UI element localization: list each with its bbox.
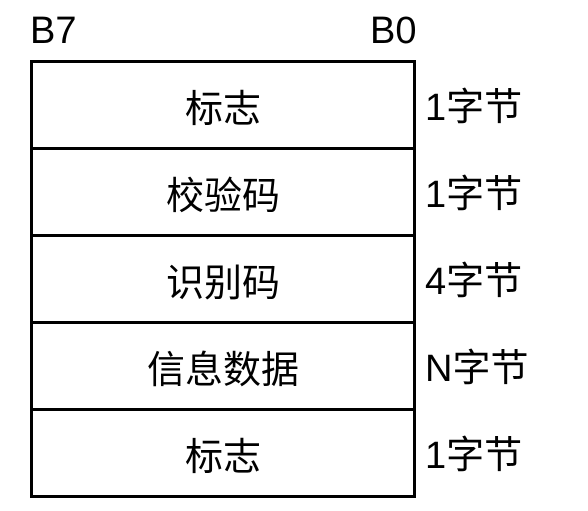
size-label: 1字节 [425,60,528,147]
field-label: 识别码 [166,252,280,307]
table-row: 标志 [33,411,413,498]
field-label: 标志 [185,78,261,133]
bit-label-high: B7 [30,10,76,53]
field-label: 标志 [185,426,261,481]
table-row: 信息数据 [33,324,413,411]
size-label: N字节 [425,321,528,408]
table-row: 识别码 [33,237,413,324]
field-label: 信息数据 [147,339,299,394]
bit-label-low: B0 [370,10,416,53]
size-column: 1字节 1字节 4字节 N字节 1字节 [425,60,528,495]
size-label: 4字节 [425,234,528,321]
size-label: 1字节 [425,147,528,234]
frame-table: 标志 校验码 识别码 信息数据 标志 [30,60,416,498]
table-row: 校验码 [33,150,413,237]
size-label: 1字节 [425,408,528,495]
frame-format-diagram: B7 B0 标志 校验码 识别码 信息数据 标志 1字节 1字节 4字节 N字节 [0,0,588,511]
field-label: 校验码 [166,165,280,220]
table-row: 标志 [33,63,413,150]
